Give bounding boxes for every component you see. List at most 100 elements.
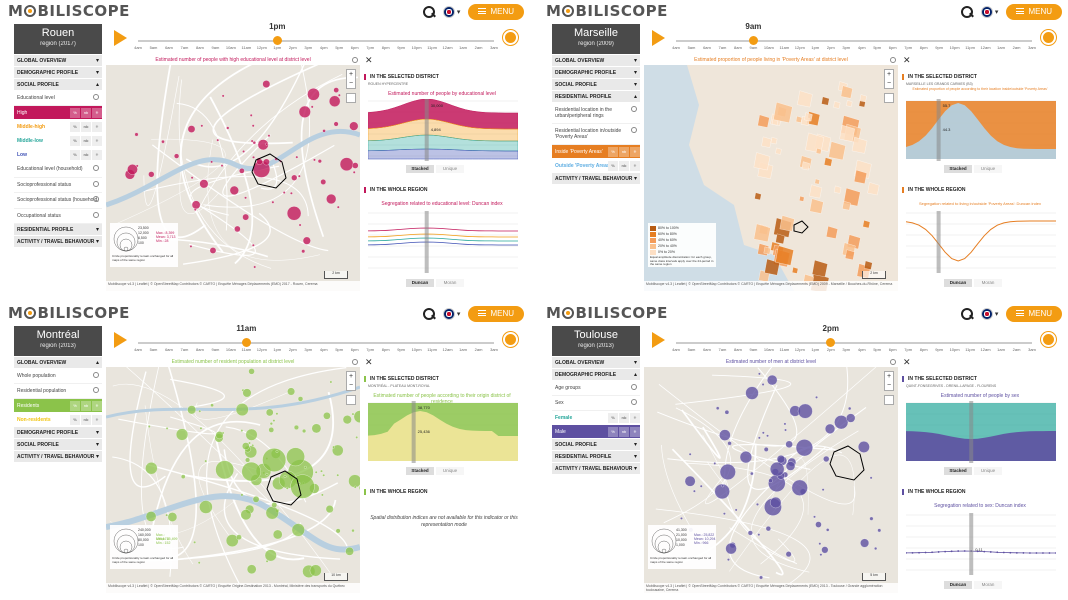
district-circle[interactable] <box>267 134 271 138</box>
district-circle[interactable] <box>783 422 787 426</box>
chevron-down-icon[interactable]: ▾ <box>994 9 999 16</box>
city-selector[interactable]: Montréal region (2013) <box>14 326 102 356</box>
district-circle[interactable] <box>174 153 180 159</box>
zoom-control[interactable]: + − <box>884 69 894 89</box>
district-circle[interactable] <box>329 95 341 107</box>
hour-tick[interactable]: 7pm <box>366 45 375 50</box>
district-circle[interactable] <box>342 415 352 425</box>
star-button[interactable]: ✳ <box>92 415 102 425</box>
zoom-control[interactable]: + − <box>346 69 356 89</box>
group-option[interactable]: High% nb ✳ <box>14 106 102 120</box>
hour-tick[interactable]: 11pm <box>965 45 975 50</box>
hour-tick[interactable]: 2am <box>474 45 483 50</box>
district-circle[interactable] <box>815 521 822 528</box>
zoom-out-button[interactable]: − <box>886 382 892 389</box>
district-circle[interactable] <box>148 171 155 178</box>
district-circle[interactable] <box>302 236 311 245</box>
district-circle[interactable] <box>317 159 322 164</box>
star-button[interactable]: ✳ <box>630 147 640 157</box>
district-circle[interactable] <box>325 505 334 513</box>
district-circle[interactable] <box>734 508 738 512</box>
district-circle[interactable] <box>307 88 320 101</box>
star-button[interactable]: ✳ <box>92 401 102 411</box>
layers-icon[interactable] <box>346 93 356 103</box>
district-map[interactable]: + −41,300 21,000 10,000 1,000 Max.: 25,822 Mea… <box>644 357 898 593</box>
percent-button[interactable]: % <box>70 122 80 132</box>
district-circle[interactable] <box>727 558 730 562</box>
district-circle[interactable] <box>199 426 203 430</box>
district-circle[interactable] <box>303 465 307 469</box>
district-circle[interactable] <box>145 462 158 475</box>
hour-tick[interactable]: 7am <box>718 45 727 50</box>
district-circle[interactable] <box>761 383 765 386</box>
district-circle[interactable] <box>311 423 322 434</box>
district-circle[interactable] <box>719 464 736 480</box>
zoom-in-button[interactable]: + <box>348 373 354 380</box>
district-circle[interactable] <box>869 516 874 521</box>
group-option[interactable]: Middle-low% nb ✳ <box>14 134 102 148</box>
district-circle[interactable] <box>134 132 139 137</box>
search-icon[interactable] <box>422 308 435 320</box>
group-option[interactable]: Male% nb ✳ <box>552 425 640 439</box>
duncan-toggle[interactable]: Duncan <box>406 279 434 287</box>
district-circle[interactable] <box>298 105 311 118</box>
district-circle[interactable] <box>721 484 725 488</box>
hour-tick[interactable]: 1pm <box>273 45 282 50</box>
district-circle[interactable] <box>198 409 202 413</box>
district-circle[interactable] <box>877 528 882 533</box>
district-circle[interactable] <box>352 162 359 169</box>
district-circle[interactable] <box>747 530 753 536</box>
hour-tick[interactable]: 2pm <box>288 347 297 352</box>
star-button[interactable]: ✳ <box>92 136 102 146</box>
hour-tick[interactable]: 2pm <box>826 45 835 50</box>
section-social-profile[interactable]: SOCIAL PROFILE <box>552 439 640 451</box>
info-icon[interactable] <box>93 165 99 171</box>
clock-icon[interactable] <box>503 332 518 347</box>
hour-tick[interactable]: 9am <box>211 45 220 50</box>
search-icon[interactable] <box>960 308 973 320</box>
district-circle[interactable] <box>275 450 279 453</box>
zoom-in-button[interactable]: + <box>886 71 892 78</box>
district-circle[interactable] <box>298 223 302 227</box>
district-circle[interactable] <box>825 423 836 434</box>
hour-tick[interactable]: 6pm <box>888 347 897 352</box>
hour-tick[interactable]: 11pm <box>965 347 975 352</box>
number-button[interactable]: nb <box>619 413 629 423</box>
district-circle[interactable] <box>269 422 273 426</box>
district-circle[interactable] <box>252 155 255 159</box>
percent-button[interactable]: % <box>608 413 618 423</box>
hour-tick[interactable]: 1pm <box>811 45 820 50</box>
hour-tick[interactable]: 10pm <box>949 45 960 50</box>
district-circle[interactable] <box>745 386 759 400</box>
district-circle[interactable] <box>226 126 230 130</box>
district-circle[interactable] <box>253 265 257 269</box>
district-circle[interactable] <box>271 200 275 204</box>
selected-district-outline[interactable] <box>829 445 865 481</box>
district-circle[interactable] <box>193 541 196 544</box>
group-option[interactable]: Inside 'Poverty Areas'% nb ✳ <box>552 145 640 159</box>
district-circle[interactable] <box>200 124 204 128</box>
district-circle[interactable] <box>795 439 813 457</box>
hour-tick[interactable]: 5pm <box>335 45 344 50</box>
search-icon[interactable] <box>422 6 435 18</box>
zoom-in-button[interactable]: + <box>348 71 354 78</box>
indicator-item[interactable]: Educational level <box>14 91 102 106</box>
district-circle[interactable] <box>714 483 730 500</box>
district-circle[interactable] <box>348 474 360 488</box>
chevron-down-icon[interactable]: ▾ <box>456 311 461 318</box>
district-circle[interactable] <box>265 408 274 417</box>
section-demographic-profile[interactable]: DEMOGRAPHIC PROFILE <box>552 369 640 381</box>
district-circle[interactable] <box>240 429 244 432</box>
menu-button[interactable]: MENU <box>1006 306 1062 322</box>
info-icon[interactable] <box>93 94 99 100</box>
district-circle[interactable] <box>265 559 269 563</box>
section-global-overview[interactable]: GLOBAL OVERVIEW <box>14 55 102 67</box>
hour-tick[interactable]: 5am <box>149 45 158 50</box>
hour-tick[interactable]: 11pm <box>427 45 437 50</box>
district-map[interactable]: + −23,500 12,000 6,500 100 Max.: 8,399 Mean: 3… <box>106 55 360 291</box>
district-circle[interactable] <box>766 434 769 438</box>
district-circle[interactable] <box>321 493 324 497</box>
zoom-out-button[interactable]: − <box>348 80 354 87</box>
district-circle[interactable] <box>268 427 275 433</box>
hour-tick[interactable]: 10pm <box>411 45 422 50</box>
